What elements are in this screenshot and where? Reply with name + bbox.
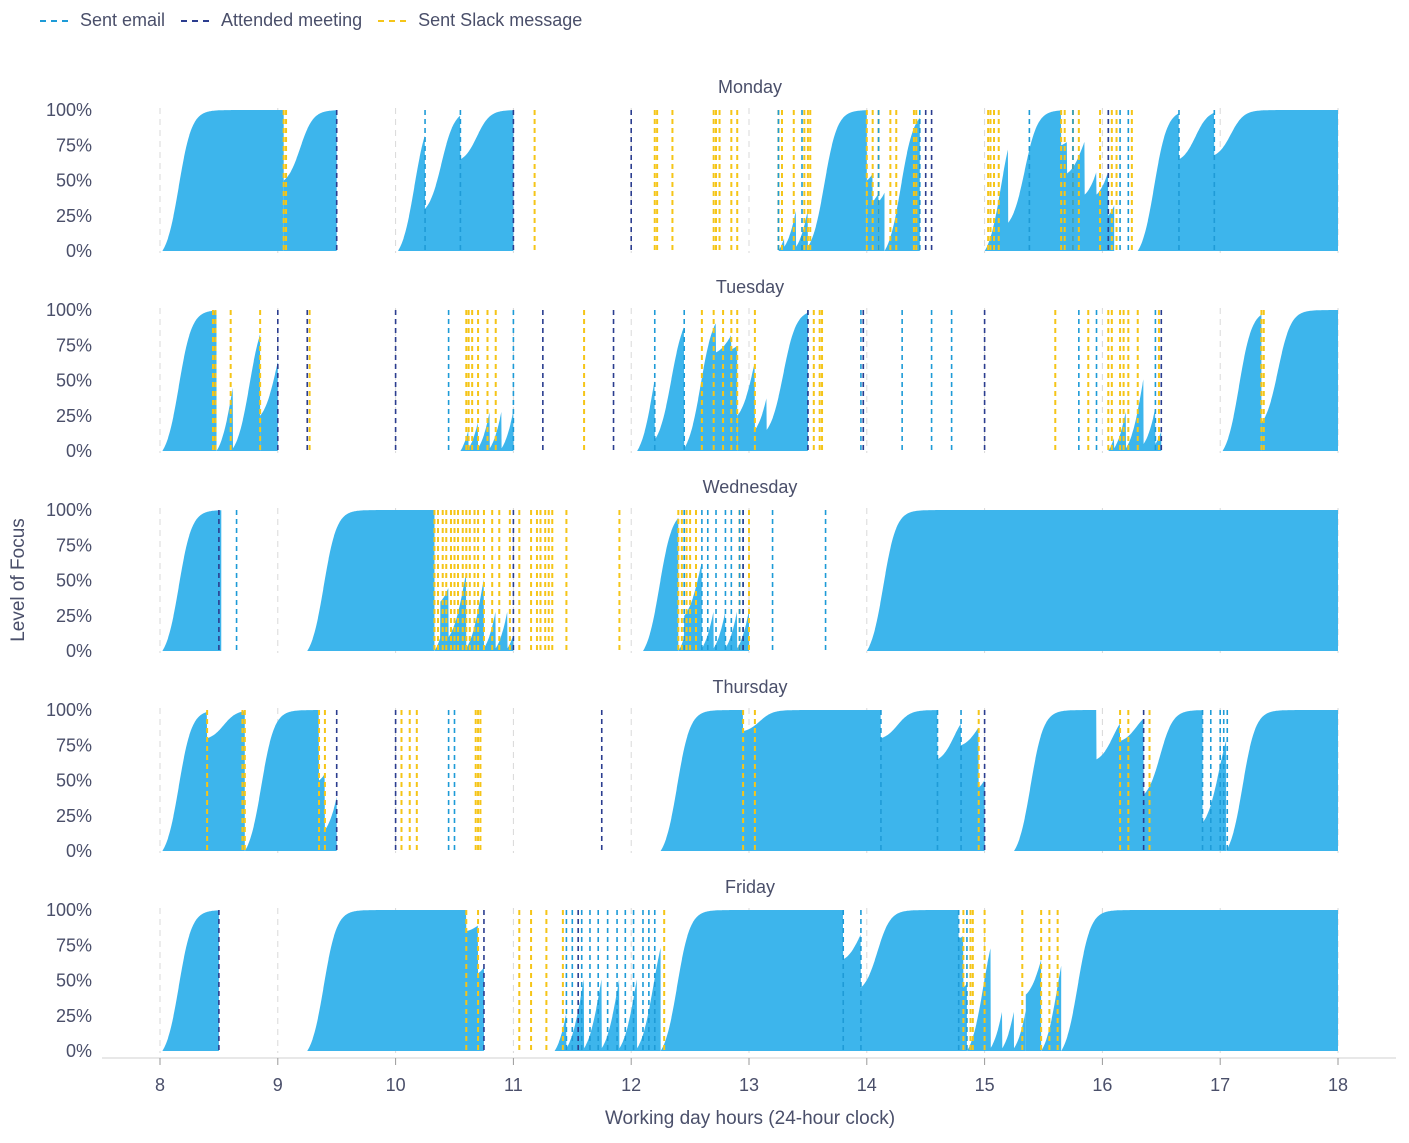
y-tick-label: 75% (56, 935, 92, 955)
focus-area (162, 110, 284, 251)
y-tick-label: 100% (46, 100, 92, 120)
legend-swatch (40, 19, 68, 22)
x-tick-label: 8 (155, 1075, 165, 1095)
x-tick-label: 9 (273, 1075, 283, 1095)
legend-swatch (378, 19, 407, 22)
focus-area (283, 110, 337, 251)
y-tick-label: 50% (56, 971, 92, 991)
y-tick-label: 75% (56, 335, 92, 355)
panel-tuesday: Tuesday 0% 25% 50% 75% 100% (46, 277, 1339, 461)
x-tick-label: 13 (739, 1075, 759, 1095)
focus-area (1222, 314, 1262, 451)
x-tick-label: 14 (857, 1075, 877, 1095)
focus-area (216, 334, 261, 451)
y-tick-label: 50% (56, 571, 92, 591)
focus-area (642, 517, 679, 651)
focus-area (1202, 740, 1227, 851)
y-tick-label: 0% (66, 241, 92, 261)
focus-area (397, 110, 514, 251)
y-tick-label: 25% (56, 806, 92, 826)
legend-item: Attended meeting (181, 10, 362, 31)
x-tick-label: 10 (386, 1075, 406, 1095)
focus-area (162, 510, 222, 651)
legend-label: Sent Slack message (418, 10, 583, 30)
focus-area (866, 510, 1338, 651)
focus-area (884, 117, 920, 252)
panel-title: Tuesday (716, 277, 784, 297)
focus-area (244, 710, 337, 851)
focus-area (866, 174, 885, 251)
focus-area (778, 110, 867, 251)
focus-area (554, 947, 661, 1051)
y-tick-label: 75% (56, 735, 92, 755)
x-tick-label: 15 (975, 1075, 995, 1095)
y-tick-label: 0% (66, 641, 92, 661)
chart-panels: Monday 0% 25% 50% 75% 100% Tuesday 0% 25% 50% 75% 1… (46, 77, 1339, 1061)
focus-area (260, 361, 278, 451)
x-axis: 8 9 10 11 12 13 14 15 16 17 18 (102, 1057, 1396, 1095)
focus-area (1137, 110, 1338, 251)
y-axis-title: Level of Focus (8, 518, 29, 642)
legend-item: Sent email (40, 10, 165, 31)
y-tick-label: 100% (46, 900, 92, 920)
y-tick-label: 100% (46, 700, 92, 720)
panel-title: Thursday (712, 677, 787, 697)
x-axis-title: Working day hours (24-hour clock) (605, 1108, 895, 1129)
y-tick-label: 50% (56, 771, 92, 791)
y-tick-label: 50% (56, 371, 92, 391)
y-tick-label: 25% (56, 1006, 92, 1026)
y-tick-label: 25% (56, 206, 92, 226)
focus-area (1041, 965, 1062, 1051)
legend-item: Sent Slack message (378, 10, 582, 31)
focus-area (984, 110, 1115, 251)
y-tick-label: 50% (56, 171, 92, 191)
y-tick-label: 0% (66, 441, 92, 461)
panel-monday: Monday 0% 25% 50% 75% 100% (46, 77, 1339, 261)
panel-title: Wednesday (703, 477, 798, 497)
focus-area (660, 710, 985, 851)
focus-area (307, 510, 435, 651)
focus-area (307, 910, 484, 1051)
focus-area (1025, 959, 1042, 1051)
panel-friday: Friday 0% 25% 50% 75% 100% (46, 877, 1339, 1061)
y-tick-label: 25% (56, 606, 92, 626)
focus-area (162, 910, 219, 1051)
x-tick-label: 11 (504, 1075, 523, 1095)
x-tick-label: 12 (621, 1075, 641, 1095)
focus-area (1226, 710, 1338, 851)
focus-area (162, 310, 217, 451)
y-tick-label: 75% (56, 535, 92, 555)
focus-area (966, 948, 1026, 1051)
focus-area (737, 312, 808, 451)
y-tick-label: 0% (66, 841, 92, 861)
legend-swatch (181, 19, 210, 22)
panel-thursday: Thursday 0% 25% 50% 75% 100% (46, 677, 1339, 861)
focus-area (1061, 910, 1338, 1051)
y-tick-label: 100% (46, 500, 92, 520)
focus-area (162, 711, 245, 851)
panel-title: Friday (725, 877, 775, 897)
focus-area (660, 910, 967, 1051)
panel-title: Monday (718, 77, 782, 97)
y-tick-label: 100% (46, 300, 92, 320)
x-tick-label: 16 (1092, 1075, 1112, 1095)
y-tick-label: 75% (56, 135, 92, 155)
focus-area (637, 323, 738, 451)
y-tick-label: 0% (66, 1041, 92, 1061)
x-tick-label: 17 (1210, 1075, 1230, 1095)
panel-wednesday: Wednesday 0% 25% 50% 75% 100% (46, 477, 1339, 661)
x-tick-label: 18 (1328, 1075, 1348, 1095)
focus-area (1014, 710, 1203, 851)
focus-area (1261, 310, 1338, 451)
legend-label: Attended meeting (221, 10, 363, 30)
focus-area (1108, 379, 1162, 451)
focus-area (678, 563, 749, 651)
y-tick-label: 25% (56, 406, 92, 426)
legend-label: Sent email (80, 10, 166, 30)
legend: Sent email Attended meeting Sent Slack mes… (40, 10, 598, 31)
